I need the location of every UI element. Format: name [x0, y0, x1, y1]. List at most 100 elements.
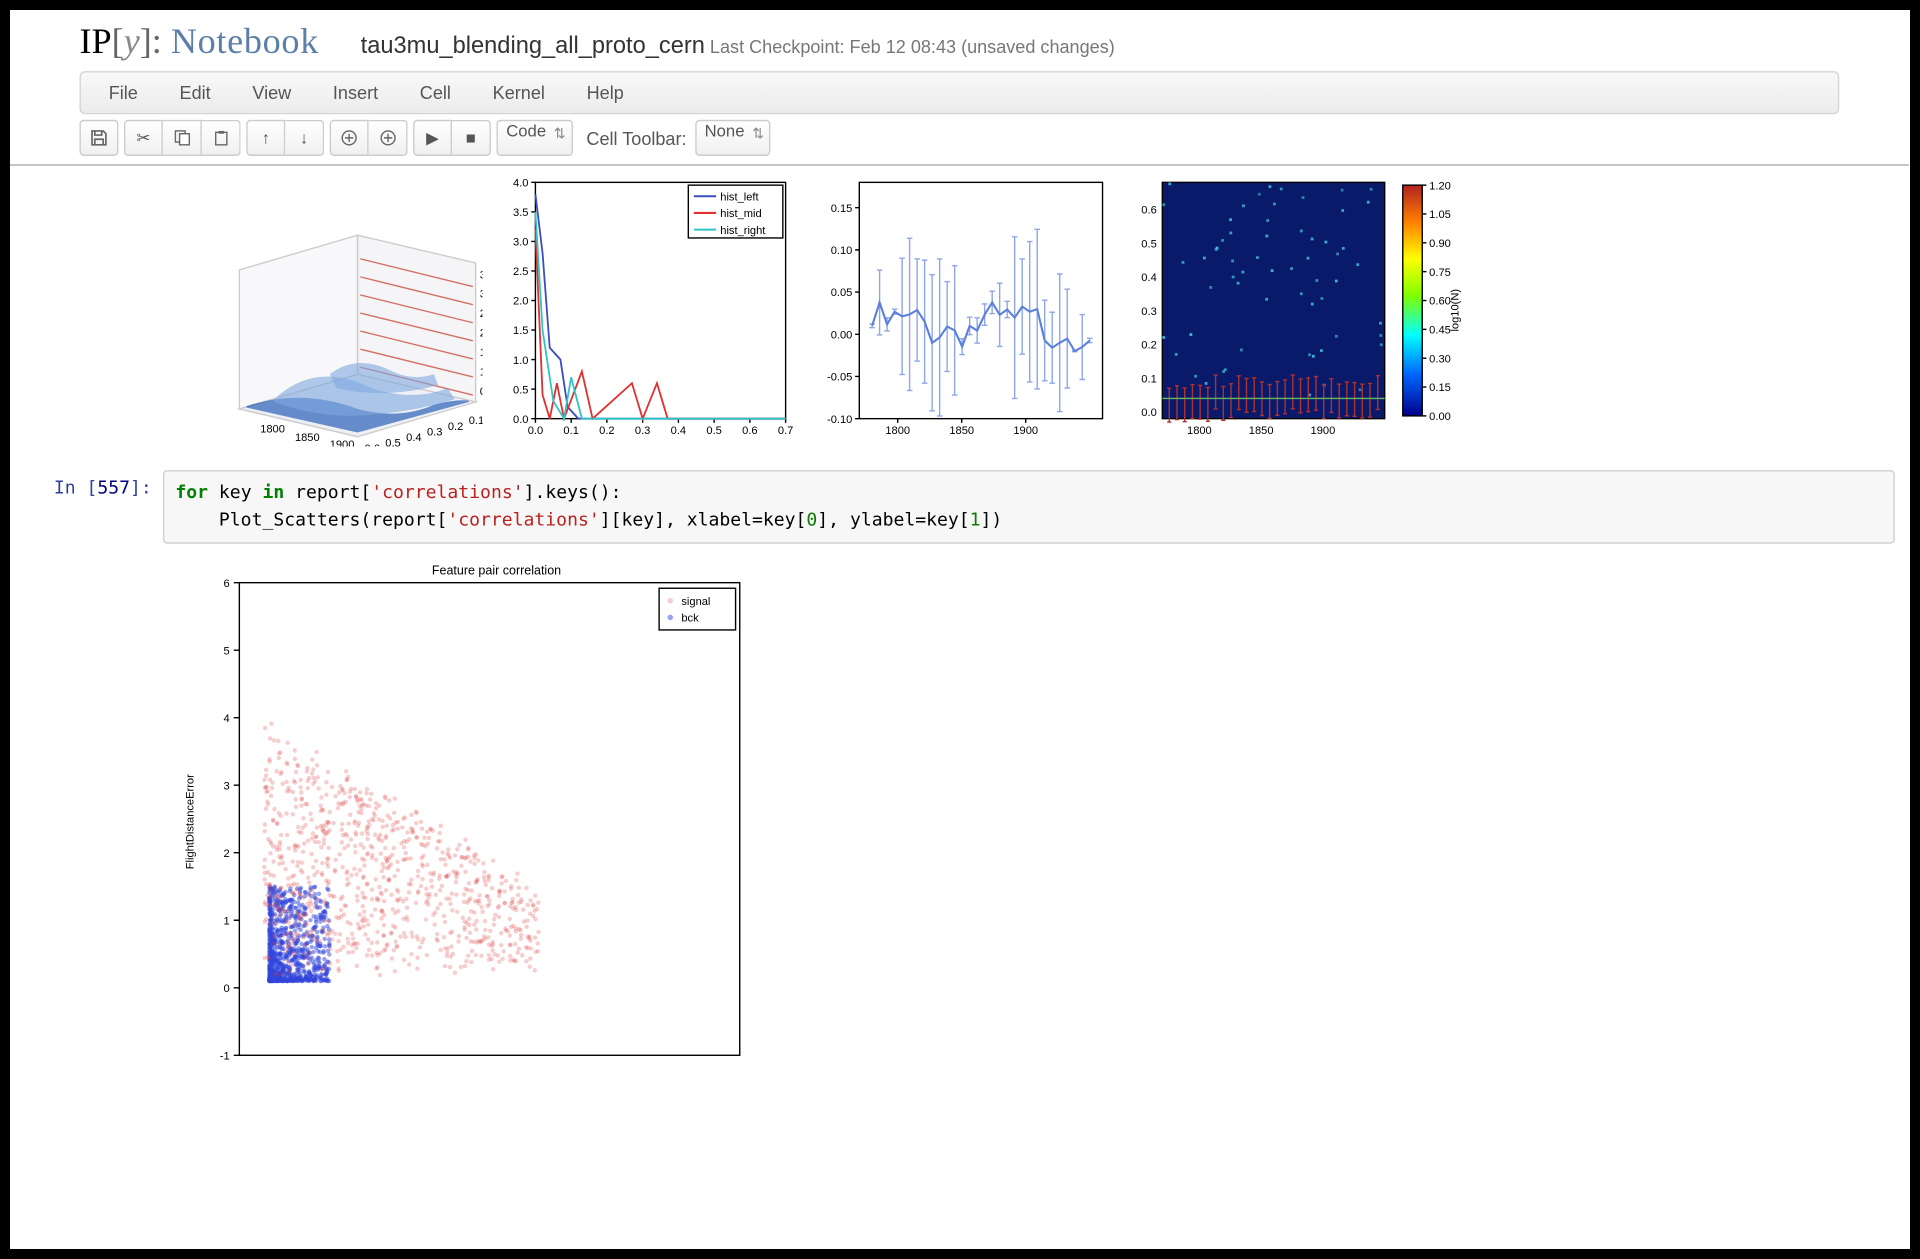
- svg-text:1.0: 1.0: [513, 355, 528, 367]
- svg-text:0.0: 0.0: [1141, 407, 1156, 419]
- svg-text:1850: 1850: [949, 425, 974, 437]
- svg-text:0.5: 0.5: [706, 425, 721, 437]
- svg-text:0.5: 0.5: [480, 386, 483, 398]
- toolbar: ✂ ↑ ↓ ▶ ■ Code Cell Toolbar: None: [80, 120, 1840, 156]
- celltype-select[interactable]: Code: [497, 120, 573, 156]
- svg-text:1.5: 1.5: [513, 325, 528, 337]
- svg-text:1900: 1900: [330, 439, 355, 447]
- svg-text:-1: -1: [220, 1050, 230, 1062]
- svg-text:0.15: 0.15: [1429, 382, 1451, 394]
- celltoolbar-select[interactable]: None: [695, 120, 771, 156]
- svg-text:4.0: 4.0: [513, 178, 528, 190]
- svg-text:signal: signal: [681, 596, 710, 608]
- svg-text:2: 2: [223, 848, 229, 860]
- copy-button[interactable]: [163, 120, 202, 156]
- svg-text:0.0: 0.0: [528, 425, 543, 437]
- svg-text:1.5: 1.5: [480, 347, 483, 359]
- menu-file[interactable]: File: [92, 77, 154, 109]
- svg-text:2.5: 2.5: [480, 308, 483, 320]
- svg-text:0.6: 0.6: [364, 443, 379, 446]
- menu-cell[interactable]: Cell: [403, 77, 468, 109]
- svg-text:0.1: 0.1: [469, 415, 483, 427]
- code-input[interactable]: for key in report['correlations'].keys()…: [163, 470, 1895, 544]
- svg-text:Feature pair correlation: Feature pair correlation: [432, 563, 561, 577]
- svg-text:2.0: 2.0: [480, 328, 483, 340]
- svg-text:0.2: 0.2: [448, 421, 463, 433]
- run-button[interactable]: ▶: [413, 120, 452, 156]
- svg-text:0.2: 0.2: [599, 425, 614, 437]
- svg-text:0.3: 0.3: [427, 426, 442, 438]
- svg-text:3: 3: [223, 780, 229, 792]
- svg-text:1850: 1850: [295, 432, 320, 444]
- svg-text:0.1: 0.1: [1141, 373, 1156, 385]
- svg-text:0.4: 0.4: [671, 425, 686, 437]
- cut-button[interactable]: ✂: [124, 120, 163, 156]
- svg-text:0.3: 0.3: [635, 425, 650, 437]
- svg-text:0.15: 0.15: [831, 203, 853, 215]
- save-button[interactable]: [80, 120, 119, 156]
- svg-text:2.0: 2.0: [513, 296, 528, 308]
- menu-view[interactable]: View: [236, 77, 308, 109]
- output-scatter: Feature pair correlation -10123456 signa…: [177, 558, 1895, 1076]
- svg-text:0.2: 0.2: [1141, 340, 1156, 352]
- menu-kernel[interactable]: Kernel: [476, 77, 562, 109]
- chart-histogram: 0.00.51.01.52.02.53.03.54.0 0.00.10.20.3…: [494, 168, 800, 450]
- stop-button[interactable]: ■: [452, 120, 491, 156]
- menu-insert[interactable]: Insert: [316, 77, 395, 109]
- svg-text:hist_mid: hist_mid: [720, 208, 761, 220]
- ipython-logo: IP[y]: Notebook: [80, 21, 319, 63]
- celltoolbar-label: Cell Toolbar:: [586, 127, 686, 148]
- output-charts-row: Correlation run with mass = 0.03477 1800…: [177, 168, 1895, 450]
- svg-text:0.4: 0.4: [406, 432, 421, 444]
- svg-text:0.5: 0.5: [1141, 238, 1156, 250]
- svg-text:0.6: 0.6: [742, 425, 757, 437]
- notebook-name[interactable]: tau3mu_blending_all_proto_cern: [361, 32, 705, 58]
- svg-text:0.0: 0.0: [513, 414, 528, 426]
- notebook-header: IP[y]: Notebook tau3mu_blending_all_prot…: [10, 10, 1909, 68]
- svg-text:0.7: 0.7: [778, 425, 793, 437]
- move-down-button[interactable]: ↓: [285, 120, 324, 156]
- menu-bar: File Edit View Insert Cell Kernel Help: [80, 71, 1840, 114]
- svg-text:1.20: 1.20: [1429, 180, 1451, 192]
- svg-text:3.0: 3.0: [480, 289, 483, 301]
- chart-3d-surface: Correlation run with mass = 0.03477 1800…: [177, 168, 483, 450]
- svg-text:1850: 1850: [1249, 425, 1274, 437]
- chart-errorbar: -0.10-0.050.000.050.100.15 180018501900: [811, 168, 1117, 450]
- svg-text:1: 1: [223, 915, 229, 927]
- svg-text:6: 6: [223, 578, 229, 590]
- insert-above-button[interactable]: [330, 120, 369, 156]
- svg-text:0.00: 0.00: [831, 329, 853, 341]
- svg-text:0: 0: [223, 983, 229, 995]
- svg-text:0.75: 0.75: [1429, 267, 1451, 279]
- insert-below-button[interactable]: [369, 120, 408, 156]
- svg-text:1800: 1800: [885, 425, 910, 437]
- menu-help[interactable]: Help: [570, 77, 641, 109]
- svg-text:0.60: 0.60: [1429, 296, 1451, 308]
- svg-text:0.90: 0.90: [1429, 238, 1451, 250]
- svg-text:4: 4: [223, 713, 229, 725]
- svg-text:3.5: 3.5: [480, 269, 483, 281]
- checkpoint-status: Last Checkpoint: Feb 12 08:43 (unsaved c…: [710, 36, 1115, 57]
- svg-text:bck: bck: [681, 613, 699, 625]
- svg-text:1.05: 1.05: [1429, 209, 1451, 221]
- svg-text:3.0: 3.0: [513, 237, 528, 249]
- svg-text:1900: 1900: [1013, 425, 1038, 437]
- move-up-button[interactable]: ↑: [246, 120, 285, 156]
- chart-heatmap: 0.00.10.20.30.40.50.6 180018501900 0.000…: [1128, 168, 1489, 450]
- svg-text:0.5: 0.5: [385, 437, 400, 446]
- svg-text:1800: 1800: [1187, 425, 1212, 437]
- svg-text:1800: 1800: [260, 424, 285, 436]
- code-cell[interactable]: In [557]: for key in report['correlation…: [24, 470, 1895, 544]
- cell-prompt: In [557]:: [24, 470, 163, 544]
- svg-text:0.00: 0.00: [1429, 411, 1451, 423]
- svg-text:1900: 1900: [1311, 425, 1336, 437]
- svg-text:log10(N): log10(N): [1449, 289, 1461, 332]
- svg-text:-0.05: -0.05: [827, 372, 852, 384]
- svg-text:1.0: 1.0: [480, 367, 483, 379]
- svg-text:0.1: 0.1: [563, 425, 578, 437]
- svg-text:hist_left: hist_left: [720, 191, 758, 203]
- svg-text:0.6: 0.6: [1141, 205, 1156, 217]
- svg-text:0.45: 0.45: [1429, 325, 1451, 337]
- paste-button[interactable]: [202, 120, 241, 156]
- menu-edit[interactable]: Edit: [163, 77, 228, 109]
